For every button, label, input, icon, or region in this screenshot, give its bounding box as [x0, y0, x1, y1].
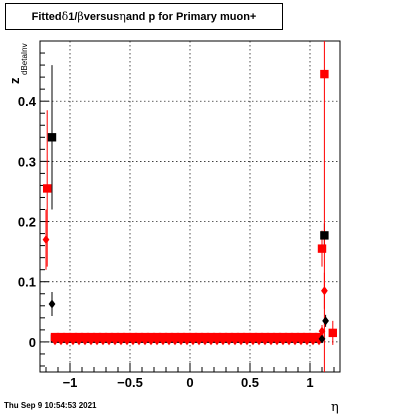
- chart-title: Fitted δ 1/β versus η and p for Primary …: [5, 3, 283, 30]
- square-marker: [328, 328, 337, 338]
- x-tick-label: −0.5: [117, 375, 143, 390]
- x-tick-label: 1: [306, 375, 313, 390]
- y-tick-label: 0: [29, 335, 36, 350]
- diamond-marker: [231, 336, 239, 346]
- diamond-marker: [207, 336, 215, 346]
- square-marker: [320, 231, 329, 240]
- diamond-marker: [237, 336, 245, 346]
- square-marker: [320, 69, 329, 79]
- diamond-marker: [303, 336, 311, 346]
- diamond-marker: [129, 336, 137, 346]
- grid-lines: [40, 41, 340, 372]
- diamond-marker: [63, 336, 71, 346]
- diamond-marker: [291, 336, 299, 346]
- title-eta: η: [119, 10, 126, 23]
- diamond-marker: [75, 336, 83, 346]
- diamond-marker: [141, 336, 149, 346]
- diamond-marker: [159, 336, 167, 346]
- title-beta: β: [77, 10, 84, 23]
- diamond-marker: [195, 336, 203, 346]
- tick-labels: −1 −0.5 0 0.5 1 0 0.1 0.2 0.3 0.4: [18, 94, 314, 390]
- y-tick-label: 0.1: [18, 275, 36, 290]
- diamond-marker: [183, 336, 191, 346]
- diamond-marker: [42, 235, 50, 245]
- diamond-marker: [255, 336, 263, 346]
- diamond-marker: [147, 336, 155, 346]
- diamond-marker: [99, 336, 107, 346]
- y-axis-label: z dBetaInv: [7, 43, 29, 84]
- title-suffix: and p for Primary muon+: [125, 10, 257, 23]
- diamond-marker: [279, 336, 287, 346]
- diamond-marker: [51, 336, 59, 346]
- diamond-marker: [261, 336, 269, 346]
- diamond-marker: [153, 336, 161, 346]
- diamond-marker: [69, 336, 77, 346]
- data-band: [50, 332, 324, 346]
- y-axis-label-sub: dBetaInv: [20, 43, 29, 75]
- diamond-marker: [249, 336, 257, 346]
- diamond-marker: [297, 336, 305, 346]
- diamond-marker: [318, 326, 326, 336]
- diamond-marker: [267, 336, 275, 346]
- data-points: [42, 41, 337, 372]
- diamond-marker: [225, 336, 233, 346]
- y-tick-label: 0.4: [18, 94, 37, 109]
- diamond-marker: [321, 286, 328, 296]
- diamond-marker: [177, 336, 185, 346]
- diamond-marker: [87, 336, 95, 346]
- diamond-marker: [81, 336, 89, 346]
- diamond-marker: [93, 336, 101, 346]
- diamond-marker: [219, 336, 227, 346]
- timestamp-footer: Thu Sep 9 10:54:53 2021: [4, 401, 97, 410]
- diamond-marker: [135, 336, 143, 346]
- x-axis-label: η: [331, 400, 339, 414]
- diamond-marker: [189, 336, 197, 346]
- x-tick-label: 0: [186, 375, 193, 390]
- title-prefix: Fitted: [31, 10, 62, 23]
- square-marker: [317, 244, 327, 253]
- diamond-marker: [105, 336, 113, 346]
- diamond-marker: [57, 336, 65, 346]
- diamond-marker: [213, 336, 221, 346]
- title-delta: δ: [61, 10, 69, 23]
- diamond-marker: [285, 336, 293, 346]
- diamond-marker: [322, 316, 329, 326]
- title-mid2: versus: [83, 10, 120, 23]
- title-mid1: 1/: [68, 10, 78, 23]
- diamond-marker: [201, 336, 209, 346]
- diamond-marker: [117, 336, 125, 346]
- diamond-marker: [111, 336, 119, 346]
- y-axis-label-main: z: [7, 77, 22, 84]
- diamond-marker: [318, 334, 326, 344]
- diamond-marker: [171, 336, 179, 346]
- y-tick-label: 0.2: [18, 215, 36, 230]
- x-tick-label: 0.5: [241, 375, 259, 390]
- diamond-marker: [165, 336, 173, 346]
- square-marker: [47, 133, 57, 142]
- y-tick-label: 0.3: [18, 154, 36, 169]
- diamond-marker: [123, 336, 131, 346]
- square-marker: [43, 184, 52, 193]
- x-tick-label: −1: [63, 375, 78, 390]
- diamond-marker: [243, 336, 251, 346]
- diamond-marker: [48, 299, 56, 309]
- diamond-marker: [273, 336, 281, 346]
- diamond-marker: [309, 336, 317, 346]
- axis-ticks: [40, 52, 335, 372]
